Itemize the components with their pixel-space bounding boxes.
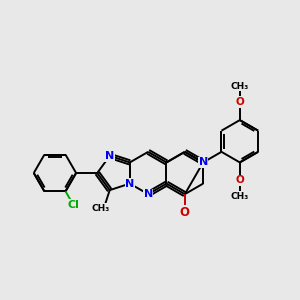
Text: O: O [236,97,244,107]
Text: N: N [143,189,153,199]
Text: N: N [199,158,208,167]
Text: N: N [105,151,114,161]
Text: CH₃: CH₃ [91,204,109,213]
Text: N: N [125,178,134,189]
Text: O: O [180,206,190,219]
Text: CH₃: CH₃ [231,82,249,91]
Text: CH₃: CH₃ [231,192,249,201]
Text: Cl: Cl [68,200,80,210]
Text: O: O [236,176,244,185]
